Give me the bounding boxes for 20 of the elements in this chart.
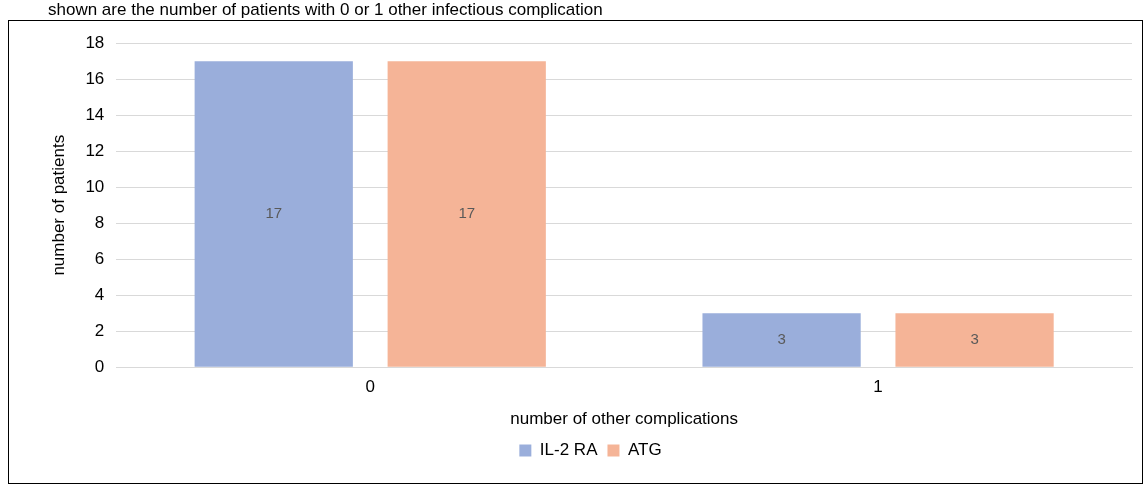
- y-tick-label: 8: [94, 212, 105, 232]
- x-axis-title: number of other complications: [510, 409, 739, 429]
- chart-title: shown are the number of patients with 0 or 1 other infectious complication: [47, 0, 604, 19]
- x-tick-label: 1: [873, 377, 883, 397]
- y-tick-label: 12: [85, 140, 105, 160]
- y-tick-label: 18: [85, 32, 105, 52]
- y-tick-label: 2: [94, 320, 105, 340]
- y-tick-label: 14: [85, 104, 105, 124]
- data-label: 3: [777, 330, 786, 348]
- y-tick-label: 10: [85, 176, 105, 196]
- data-label: 17: [458, 204, 476, 222]
- y-tick-label: 4: [94, 284, 105, 304]
- data-label: 3: [970, 330, 979, 348]
- y-tick-label: 6: [94, 248, 105, 268]
- y-tick-label: 0: [94, 356, 105, 376]
- y-axis-title: number of patients: [48, 134, 68, 276]
- data-label: 17: [265, 204, 283, 222]
- y-tick-label: 16: [85, 68, 105, 88]
- legend-label: ATG: [627, 440, 662, 460]
- legend-label: IL-2 RA: [539, 440, 599, 460]
